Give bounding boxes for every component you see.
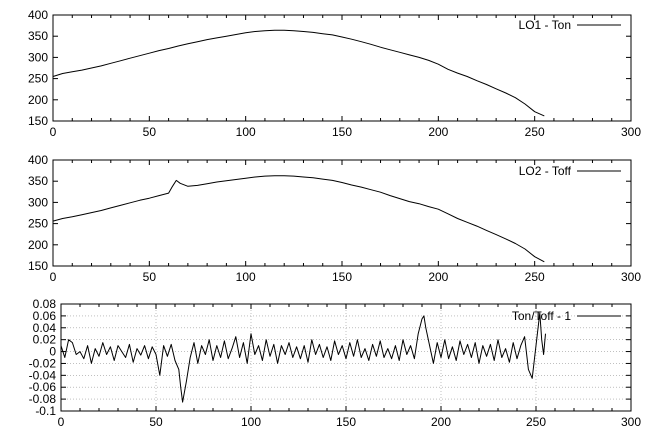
y-tick-label: 0 xyxy=(49,345,56,359)
x-tick-label: 150 xyxy=(336,415,356,429)
x-tick-label: 100 xyxy=(236,125,256,139)
legend-label: LO1 - Ton xyxy=(519,18,571,32)
x-tick-label: 50 xyxy=(143,270,157,284)
y-tick-label: 400 xyxy=(28,8,48,22)
x-tick-label: 300 xyxy=(621,125,641,139)
series-line xyxy=(52,29,545,117)
x-tick-label: 250 xyxy=(525,270,545,284)
y-tick-label: -0.08 xyxy=(29,392,57,406)
x-tick-label: 300 xyxy=(621,270,641,284)
x-tick-label: 250 xyxy=(526,415,546,429)
y-tick-label: 350 xyxy=(28,29,48,43)
y-tick-label: 300 xyxy=(28,195,48,209)
y-tick-label: 250 xyxy=(28,217,48,231)
y-tick-label: 150 xyxy=(28,114,48,128)
x-tick-label: 200 xyxy=(428,125,448,139)
y-tick-label: -0.1 xyxy=(35,404,56,418)
y-tick-label: 200 xyxy=(28,93,48,107)
x-tick-label: 100 xyxy=(241,415,261,429)
x-tick-label: 250 xyxy=(525,125,545,139)
x-tick-label: 50 xyxy=(149,415,163,429)
x-tick-label: 200 xyxy=(431,415,451,429)
legend-label: LO2 - Toff xyxy=(519,164,572,178)
y-tick-label: 350 xyxy=(28,174,48,188)
y-tick-label: 200 xyxy=(28,238,48,252)
y-tick-label: -0.06 xyxy=(29,380,57,394)
y-tick-label: 0.04 xyxy=(33,321,57,335)
x-tick-label: 150 xyxy=(332,125,352,139)
x-tick-label: 0 xyxy=(58,415,65,429)
y-tick-label: 0.02 xyxy=(33,333,57,347)
x-tick-label: 300 xyxy=(621,415,641,429)
y-tick-label: 400 xyxy=(28,153,48,167)
legend-label: Ton/Toff - 1 xyxy=(512,309,571,323)
y-tick-label: 0.08 xyxy=(33,297,57,311)
y-tick-label: 0.06 xyxy=(33,309,57,323)
x-tick-label: 150 xyxy=(332,270,352,284)
y-tick-label: -0.02 xyxy=(29,356,57,370)
series-line xyxy=(52,175,545,263)
series-line xyxy=(60,312,546,403)
x-tick-label: 0 xyxy=(50,125,57,139)
x-tick-label: 100 xyxy=(236,270,256,284)
chart-panel-2: 0 50 100 150 200 250 300 150 200 250 300 350 400 LO2 … xyxy=(28,153,641,284)
y-tick-label: 300 xyxy=(28,50,48,64)
y-tick-label: 250 xyxy=(28,72,48,86)
x-tick-label: 0 xyxy=(50,270,57,284)
y-tick-label: -0.04 xyxy=(29,368,57,382)
chart-panel-3: 0 50 100 150 200 250 300 -0.1-0.08-0.06-0.04-0.… xyxy=(29,297,642,429)
x-tick-label: 200 xyxy=(428,270,448,284)
x-tick-label: 50 xyxy=(143,125,157,139)
chart-panel-1: 0 50 100 150 200 250 300 150 200 250 300 350 400 LO1 … xyxy=(28,8,641,139)
y-tick-label: 150 xyxy=(28,259,48,273)
